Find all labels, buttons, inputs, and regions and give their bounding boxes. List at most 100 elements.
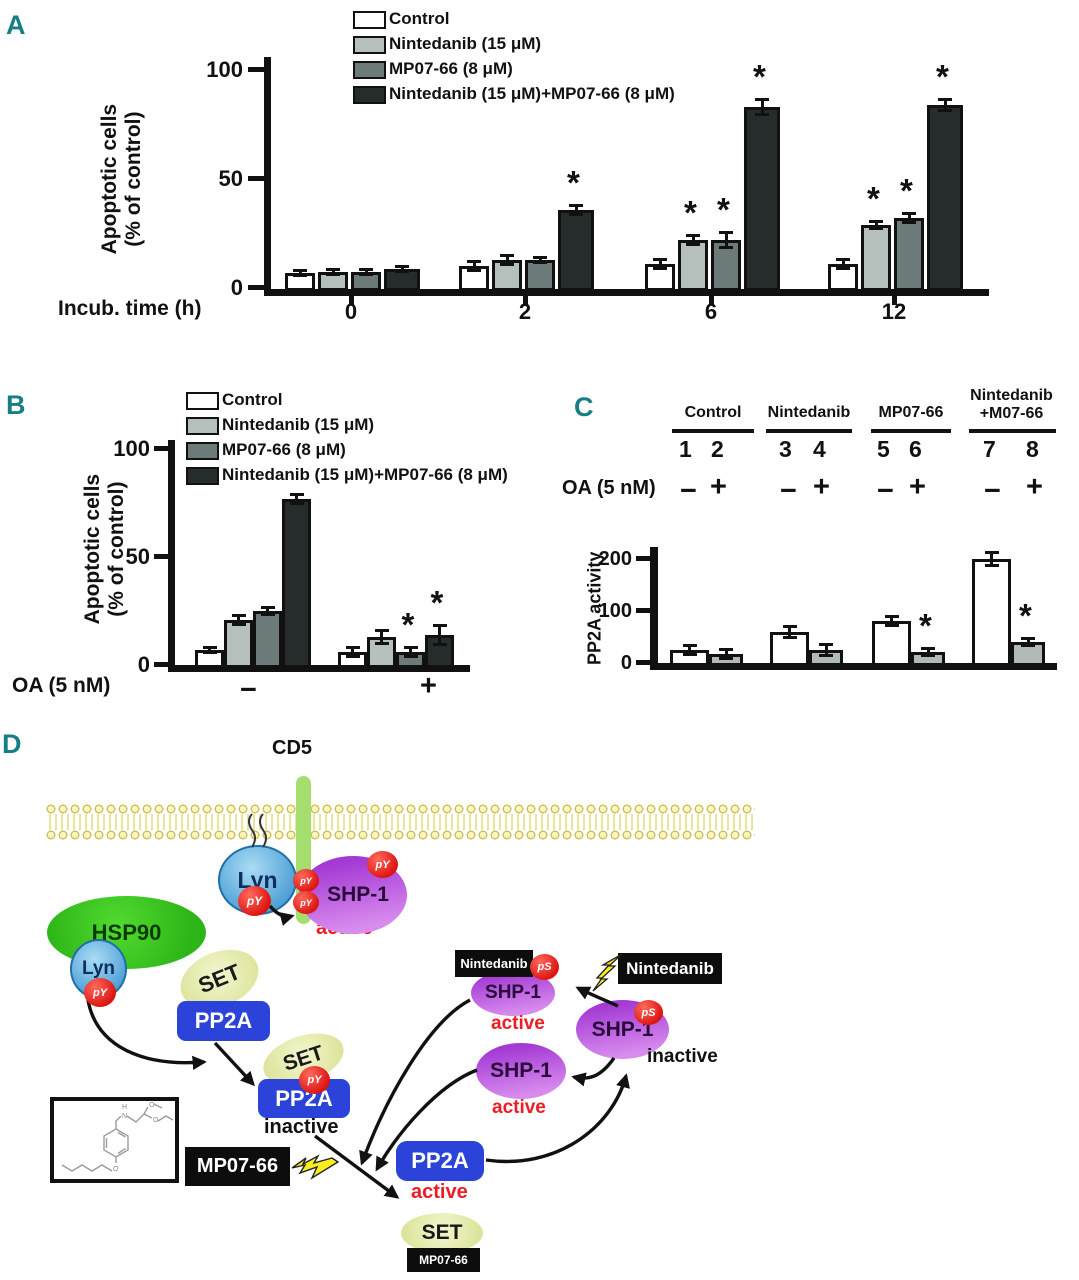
oa-minus-sign: − (240, 674, 257, 706)
bar-A-nintedanib-15-m-mp07-66-8-m--g3 (927, 105, 963, 291)
nintedanib-drug-box: Nintedanib (455, 950, 533, 977)
group-underline (672, 429, 754, 433)
svg-text:O: O (149, 1102, 155, 1109)
mp07-66-drug-box: MP07-66 (185, 1147, 290, 1186)
group-label-combo: Nintedanib +M07-66 (970, 387, 1053, 423)
phospho-tyrosine-badge: pY (84, 978, 116, 1007)
oa-sign: + (909, 471, 926, 503)
x-category: 0 (344, 299, 358, 324)
oa-sign: + (813, 471, 830, 503)
pp2a-label: PP2A (411, 1148, 469, 1173)
lightning-bolt-icon (592, 954, 623, 992)
legend-label: Nintedanib (15 μM) (389, 34, 542, 53)
y-tick-label: 100 (113, 436, 150, 461)
panel-b-label: B (6, 390, 26, 420)
legend-label: Nintedanib (15 μM) (222, 415, 375, 434)
set-label: SET (194, 958, 244, 999)
significance-asterisk: * (401, 605, 415, 643)
chemical-structure-drawing: O NH O O (61, 1102, 174, 1173)
oa-sign: − (780, 475, 797, 507)
significance-asterisk: * (717, 191, 730, 229)
legend-label: MP07-66 (8 μM) (222, 440, 346, 459)
bar-C-oa--g3 (972, 559, 1011, 666)
y-tick (636, 556, 650, 561)
group-label-mp07-66: MP07-66 (878, 404, 944, 421)
significance-asterisk: * (430, 584, 444, 622)
y-axis (168, 440, 175, 671)
ps-label: pS (641, 1006, 656, 1019)
significance-asterisk: * (900, 171, 913, 209)
legend-swatch-nintedanib (353, 36, 386, 54)
legend-swatch-combo (353, 86, 386, 104)
y-tick (154, 662, 168, 667)
set-protein: SET (401, 1213, 483, 1253)
py-label: pY (246, 894, 263, 908)
x-axis (264, 289, 989, 296)
py-label: pY (307, 1074, 322, 1086)
y-axis (650, 547, 658, 670)
shp1-label: SHP-1 (327, 883, 389, 906)
py-label: pY (300, 897, 312, 908)
y-tick-label: 50 (218, 166, 243, 191)
group-underline (871, 429, 951, 433)
oa-sign: + (1026, 471, 1043, 503)
svg-text:O: O (113, 1166, 119, 1173)
y-tick (248, 67, 264, 72)
bar-A-nintedanib-15-m-mp07-66-8-m--g1 (558, 210, 594, 291)
bar-B-nintedanib-15-m--g0 (224, 620, 253, 668)
active-state-label: active (411, 1181, 468, 1203)
lane-number: 3 (779, 436, 792, 462)
y-axis (264, 57, 271, 296)
y-tick-label: 0 (620, 652, 632, 674)
pp2a-phosphatase-active: PP2A (396, 1141, 484, 1181)
oa-sign: − (877, 475, 894, 507)
phospho-tyrosine-badge: pY (367, 851, 398, 878)
group-underline (969, 429, 1056, 433)
y-axis-title: PP2A activity (584, 551, 605, 666)
svg-text:N: N (122, 1113, 127, 1120)
legend-swatch-combo (186, 467, 219, 485)
oa-row-label: OA (5 nM) (562, 477, 656, 499)
lightning-bolt-icon (291, 1154, 340, 1180)
significance-asterisk: * (684, 193, 697, 231)
mp07-66-drug-box: MP07-66 (407, 1248, 480, 1272)
x-axis-title: OA (5 nM) (12, 674, 111, 697)
legend-swatch-nintedanib (186, 417, 219, 435)
svg-text:H: H (122, 1104, 127, 1111)
significance-asterisk: * (919, 607, 932, 645)
py-label: pY (92, 986, 108, 999)
active-state-label: active (491, 1013, 545, 1034)
y-tick (636, 660, 650, 665)
bar-B-mp07-66-8-m--g0 (253, 611, 282, 668)
legend-label: MP07-66 (8 μM) (389, 59, 513, 78)
y-tick (154, 554, 168, 559)
cd5-label: CD5 (272, 737, 313, 759)
lane-number: 4 (813, 436, 826, 462)
significance-asterisk: * (936, 57, 949, 95)
phospho-serine-badge: pS (530, 954, 559, 980)
py-label: pY (375, 858, 390, 871)
bar-A-nintedanib-15-m-mp07-66-8-m--g2 (744, 107, 780, 291)
nintedanib-label: Nintedanib (460, 956, 528, 971)
lane-number: 5 (877, 436, 890, 462)
lane-number: 6 (909, 436, 922, 462)
y-tick-label: 50 (125, 544, 150, 569)
panel-a-label: A (6, 10, 26, 40)
panel-c-label: C (574, 392, 594, 422)
mp07-66-label: MP07-66 (196, 1155, 279, 1177)
pp2a-label: PP2A (194, 1008, 253, 1033)
nintedanib-drug-box: Nintedanib (618, 953, 722, 984)
significance-asterisk: * (567, 163, 580, 201)
legend-swatch-mp07-66 (186, 442, 219, 460)
x-tick (523, 296, 528, 305)
legend-label: Control (222, 390, 283, 409)
nintedanib-label: Nintedanib (626, 958, 714, 978)
bar-A-nintedanib-15-m--g3 (861, 225, 891, 291)
phospho-tyrosine-badge: pY (293, 891, 319, 914)
shp1-label: SHP-1 (490, 1059, 552, 1082)
lane-number: 7 (983, 436, 996, 462)
bar-A-nintedanib-15-m--g1 (492, 260, 522, 291)
bar-C-oa--g2 (872, 621, 911, 666)
shp1-membrane: SHP-1 (299, 856, 407, 934)
